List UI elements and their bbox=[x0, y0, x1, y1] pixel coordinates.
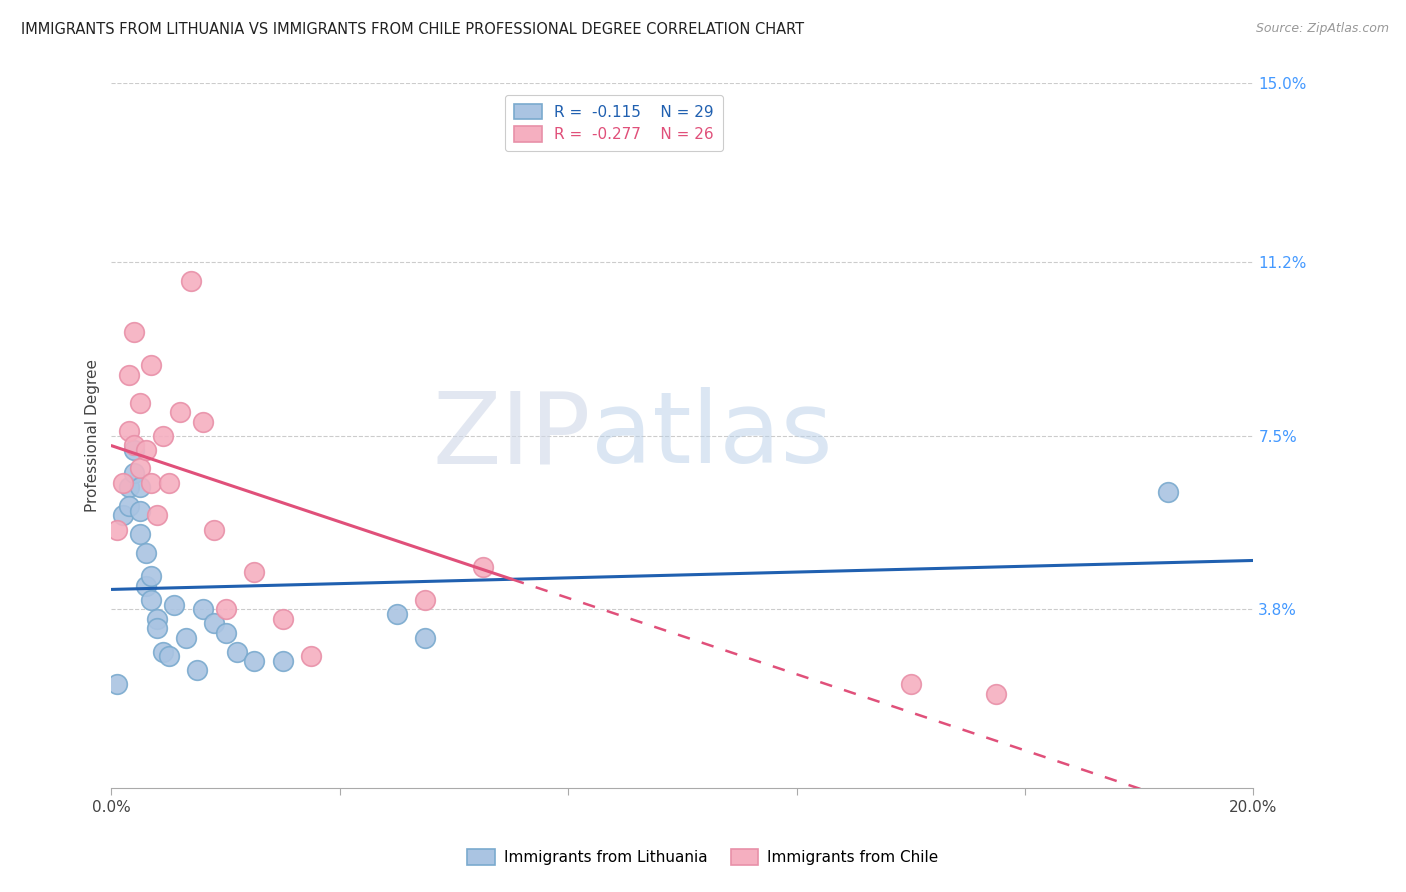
Point bbox=[191, 602, 214, 616]
Point bbox=[415, 631, 437, 645]
Legend: R =  -0.115    N = 29, R =  -0.277    N = 26: R = -0.115 N = 29, R = -0.277 N = 26 bbox=[505, 95, 723, 151]
Y-axis label: Professional Degree: Professional Degree bbox=[86, 359, 100, 512]
Point bbox=[117, 424, 139, 438]
Point bbox=[186, 664, 208, 678]
Point bbox=[202, 523, 225, 537]
Point bbox=[214, 602, 236, 616]
Point bbox=[105, 677, 128, 691]
Point bbox=[111, 508, 134, 523]
Point bbox=[146, 508, 169, 523]
Point bbox=[986, 687, 1008, 701]
Point bbox=[157, 475, 180, 490]
Point bbox=[1157, 485, 1180, 500]
Point bbox=[146, 621, 169, 635]
Point bbox=[105, 523, 128, 537]
Point bbox=[135, 442, 157, 457]
Point bbox=[163, 598, 186, 612]
Point bbox=[174, 631, 197, 645]
Point bbox=[415, 593, 437, 607]
Point bbox=[152, 428, 174, 442]
Point bbox=[122, 326, 145, 340]
Text: IMMIGRANTS FROM LITHUANIA VS IMMIGRANTS FROM CHILE PROFESSIONAL DEGREE CORRELATI: IMMIGRANTS FROM LITHUANIA VS IMMIGRANTS … bbox=[21, 22, 804, 37]
Point bbox=[129, 395, 152, 409]
Point bbox=[122, 442, 145, 457]
Point bbox=[135, 546, 157, 560]
Point bbox=[299, 649, 322, 664]
Text: Source: ZipAtlas.com: Source: ZipAtlas.com bbox=[1256, 22, 1389, 36]
Point bbox=[146, 612, 169, 626]
Point bbox=[141, 569, 163, 583]
Point bbox=[180, 274, 202, 288]
Point bbox=[117, 499, 139, 513]
Point bbox=[202, 616, 225, 631]
Point bbox=[117, 480, 139, 494]
Point bbox=[129, 480, 152, 494]
Point bbox=[122, 438, 145, 452]
Point bbox=[129, 461, 152, 475]
Point bbox=[135, 579, 157, 593]
Point bbox=[271, 654, 294, 668]
Point bbox=[214, 625, 236, 640]
Point bbox=[243, 654, 266, 668]
Point bbox=[122, 466, 145, 480]
Point bbox=[129, 504, 152, 518]
Point bbox=[111, 475, 134, 490]
Point bbox=[129, 527, 152, 541]
Point bbox=[141, 593, 163, 607]
Point bbox=[271, 612, 294, 626]
Legend: Immigrants from Lithuania, Immigrants from Chile: Immigrants from Lithuania, Immigrants fr… bbox=[461, 843, 945, 871]
Point bbox=[117, 368, 139, 382]
Point bbox=[191, 415, 214, 429]
Point bbox=[169, 405, 191, 419]
Text: atlas: atlas bbox=[591, 387, 832, 484]
Point bbox=[152, 644, 174, 658]
Text: ZIP: ZIP bbox=[433, 387, 591, 484]
Point bbox=[900, 677, 922, 691]
Point bbox=[141, 475, 163, 490]
Point bbox=[141, 358, 163, 372]
Point bbox=[157, 649, 180, 664]
Point bbox=[471, 560, 494, 574]
Point bbox=[243, 565, 266, 579]
Point bbox=[226, 644, 249, 658]
Point bbox=[385, 607, 408, 621]
